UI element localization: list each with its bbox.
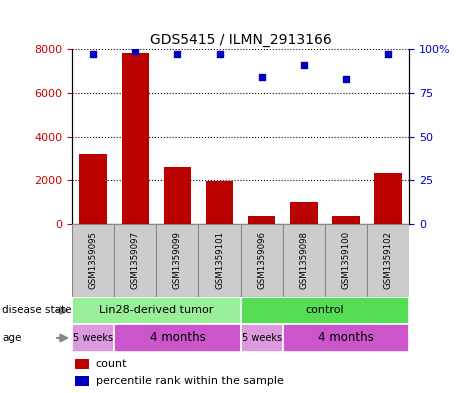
- Text: GSM1359102: GSM1359102: [384, 231, 392, 289]
- Title: GDS5415 / ILMN_2913166: GDS5415 / ILMN_2913166: [150, 33, 332, 47]
- Bar: [367, 224, 409, 297]
- Bar: [283, 324, 409, 352]
- Bar: [206, 182, 233, 224]
- Bar: [80, 154, 107, 224]
- Text: count: count: [96, 358, 127, 369]
- Text: 4 months: 4 months: [150, 331, 206, 345]
- Text: percentile rank within the sample: percentile rank within the sample: [96, 376, 284, 386]
- Bar: [290, 202, 318, 224]
- Bar: [241, 224, 283, 297]
- Point: [174, 51, 181, 57]
- Bar: [75, 359, 89, 369]
- Text: GSM1359095: GSM1359095: [89, 231, 98, 289]
- Bar: [374, 173, 402, 224]
- Text: 5 weeks: 5 weeks: [242, 333, 282, 343]
- Bar: [72, 324, 114, 352]
- Bar: [325, 224, 367, 297]
- Text: GSM1359096: GSM1359096: [257, 231, 266, 289]
- Point: [258, 74, 266, 80]
- Bar: [75, 376, 89, 386]
- Point: [216, 51, 223, 57]
- Point: [132, 48, 139, 54]
- Bar: [156, 224, 199, 297]
- Text: Lin28-derived tumor: Lin28-derived tumor: [99, 305, 213, 316]
- Bar: [241, 324, 283, 352]
- Bar: [199, 224, 241, 297]
- Bar: [241, 297, 409, 324]
- Text: 4 months: 4 months: [318, 331, 374, 345]
- Text: GSM1359099: GSM1359099: [173, 231, 182, 289]
- Text: GSM1359101: GSM1359101: [215, 231, 224, 289]
- Point: [89, 51, 97, 57]
- Text: disease state: disease state: [2, 305, 72, 316]
- Text: GSM1359097: GSM1359097: [131, 231, 140, 289]
- Bar: [114, 224, 156, 297]
- Bar: [332, 216, 360, 224]
- Text: GSM1359098: GSM1359098: [299, 231, 308, 289]
- Bar: [164, 167, 191, 224]
- Text: GSM1359100: GSM1359100: [341, 231, 351, 289]
- Bar: [248, 216, 275, 224]
- Point: [300, 62, 307, 68]
- Point: [342, 76, 350, 82]
- Text: 5 weeks: 5 weeks: [73, 333, 113, 343]
- Text: control: control: [306, 305, 344, 316]
- Point: [385, 51, 392, 57]
- Bar: [72, 224, 114, 297]
- Bar: [121, 53, 149, 224]
- Bar: [114, 324, 241, 352]
- Bar: [283, 224, 325, 297]
- Text: age: age: [2, 333, 22, 343]
- Bar: [72, 297, 241, 324]
